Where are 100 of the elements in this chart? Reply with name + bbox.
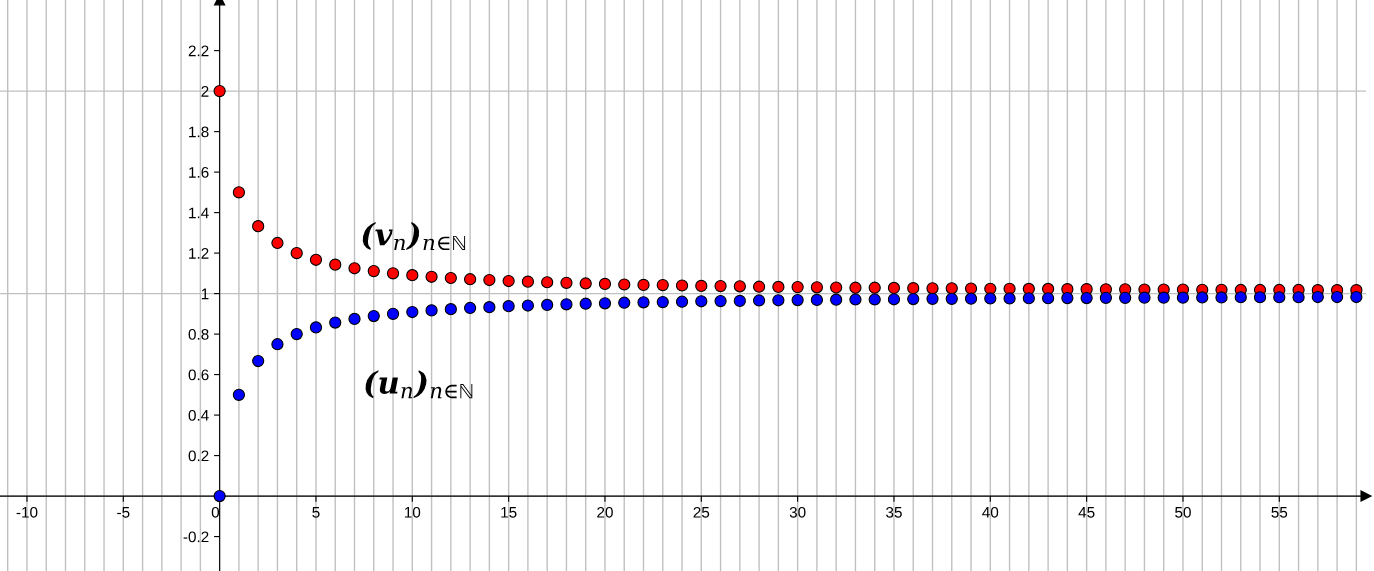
point <box>425 270 438 283</box>
point <box>521 299 535 312</box>
point <box>213 489 226 503</box>
point <box>271 338 284 351</box>
point <box>560 298 573 311</box>
point <box>637 278 650 292</box>
point <box>772 280 785 294</box>
y-tick-label: 0.8 <box>188 328 209 340</box>
point <box>695 295 708 308</box>
point <box>656 278 669 292</box>
point <box>483 273 496 287</box>
x-tick-label: -5 <box>117 507 130 518</box>
point <box>348 262 361 275</box>
y-tick-label: 1.8 <box>189 126 209 138</box>
x-tick-label: 50 <box>1175 506 1191 518</box>
point <box>637 296 650 309</box>
x-tick-label: 40 <box>982 506 999 518</box>
point <box>907 282 920 295</box>
point <box>444 271 457 285</box>
point <box>849 293 862 306</box>
point <box>656 295 669 309</box>
point <box>714 279 727 293</box>
y-tick-label: 2.2 <box>188 45 209 57</box>
point <box>213 85 226 98</box>
point <box>810 293 824 306</box>
point <box>1099 291 1113 304</box>
point <box>309 321 323 334</box>
point <box>406 269 419 282</box>
point <box>502 274 515 288</box>
point <box>1080 291 1093 305</box>
point <box>945 292 958 305</box>
point <box>521 275 535 288</box>
point <box>926 282 939 295</box>
point <box>675 279 689 292</box>
x-tick-label: 25 <box>693 506 710 518</box>
point <box>675 295 689 308</box>
x-tick-label: 0 <box>211 506 220 518</box>
point <box>1253 291 1267 304</box>
point <box>791 293 804 307</box>
point <box>348 312 361 326</box>
point <box>733 294 746 307</box>
point <box>502 300 515 313</box>
point <box>984 292 997 305</box>
point <box>618 296 631 309</box>
point <box>849 281 862 294</box>
point <box>752 280 766 293</box>
point <box>1234 291 1247 304</box>
point <box>618 278 631 291</box>
y-tick-label: 1.2 <box>189 247 209 259</box>
point <box>868 281 881 294</box>
x-tick-label: 55 <box>1271 507 1288 518</box>
point <box>1119 291 1132 304</box>
point <box>483 301 496 314</box>
point <box>964 292 978 305</box>
point <box>1061 291 1074 305</box>
point <box>830 293 843 306</box>
point <box>252 220 265 233</box>
point <box>386 267 400 280</box>
point <box>367 265 380 278</box>
point <box>406 305 419 319</box>
point <box>425 304 438 317</box>
x-tick-label: 35 <box>886 506 902 518</box>
point <box>1041 292 1055 305</box>
point <box>887 293 901 306</box>
point <box>1215 291 1228 304</box>
point <box>695 279 708 293</box>
point <box>232 388 246 401</box>
point <box>367 309 380 323</box>
point <box>290 246 303 260</box>
point <box>541 276 554 289</box>
x-tick-label: 20 <box>597 506 613 518</box>
point <box>1350 290 1363 304</box>
point <box>772 294 785 307</box>
series-label: (v$_{n}$)$_{n∈ℕ}$ <box>362 222 466 251</box>
point <box>271 236 284 250</box>
point <box>1330 290 1344 304</box>
point <box>714 294 727 308</box>
x-tick-label: 45 <box>1078 507 1095 518</box>
y-tick-label: 1.6 <box>189 166 209 178</box>
point <box>463 273 477 286</box>
point <box>1022 292 1035 305</box>
point <box>232 186 246 199</box>
point <box>1138 291 1151 304</box>
point <box>463 301 477 315</box>
point <box>945 282 958 295</box>
point <box>1196 291 1209 304</box>
point <box>1311 290 1324 304</box>
point <box>1273 291 1286 304</box>
x-tick-label: 30 <box>789 506 806 518</box>
y-tick-label: 0.2 <box>188 450 209 462</box>
point <box>598 277 612 290</box>
point <box>560 276 573 289</box>
point <box>791 281 804 294</box>
point <box>329 258 342 271</box>
point <box>830 281 843 294</box>
y-tick-label: 1.4 <box>189 207 209 219</box>
point <box>868 293 881 306</box>
point <box>964 282 978 295</box>
point <box>329 316 342 329</box>
point <box>444 303 457 316</box>
